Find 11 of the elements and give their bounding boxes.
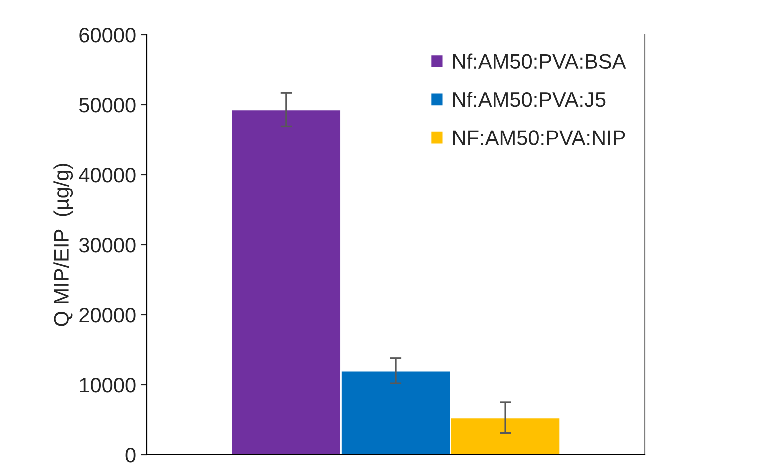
legend-label: Nf:AM50:PVA:J5: [454, 92, 606, 108]
y-tick-label: 40000: [79, 168, 136, 183]
legend-label: NF:AM50:PVA:NIP: [454, 130, 626, 146]
y-tick-label: 50000: [79, 98, 136, 113]
y-tick-label: 0: [126, 448, 136, 463]
y-tick-label: 20000: [80, 308, 136, 323]
y-tick-label: 10000: [80, 378, 136, 393]
y-tick-label: 60000: [80, 28, 136, 43]
y-tick-label: 30000: [79, 238, 136, 253]
legend-label: Nf:AM50:PVA:BSA: [454, 54, 626, 70]
y-axis-title: Q MIP/EIP (µg/g): [54, 164, 74, 326]
